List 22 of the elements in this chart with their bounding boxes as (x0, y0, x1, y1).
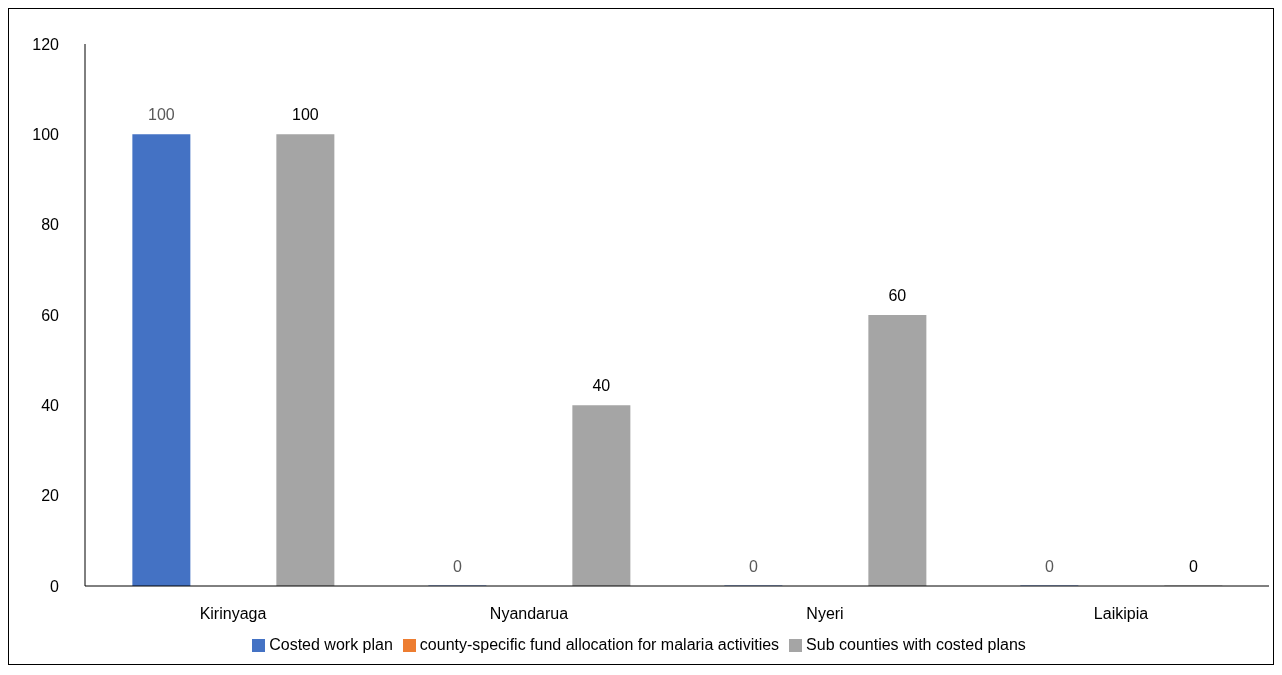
data-label: 0 (748, 557, 758, 575)
data-label: 0 (1188, 557, 1198, 575)
data-label: 60 (888, 287, 907, 304)
data-label: 0 (1044, 557, 1054, 575)
y-tick-label: 20 (41, 487, 60, 505)
data-label: 100 (292, 106, 319, 124)
y-tick-label: 0 (50, 577, 60, 595)
y-tick-label: 80 (41, 216, 60, 234)
y-tick-label: 40 (41, 397, 60, 415)
legend-label: Sub counties with costed plans (806, 636, 1026, 653)
data-label: 0 (452, 557, 462, 575)
x-tick-label: Nyandarua (489, 605, 569, 623)
x-tick-label: Laikipia (1093, 605, 1149, 623)
legend-label: Costed work plan (269, 636, 393, 653)
legend-label: county-specific fund allocation for malaria activities (419, 636, 780, 653)
x-tick-label: Nyeri (806, 605, 844, 623)
y-tick-label: 120 (32, 35, 60, 53)
data-label: 40 (592, 377, 611, 395)
x-tick-label: Kirinyaga (199, 605, 267, 623)
y-tick-label: 60 (41, 306, 60, 324)
data-label: 100 (148, 106, 175, 124)
y-tick-label: 100 (32, 126, 60, 144)
